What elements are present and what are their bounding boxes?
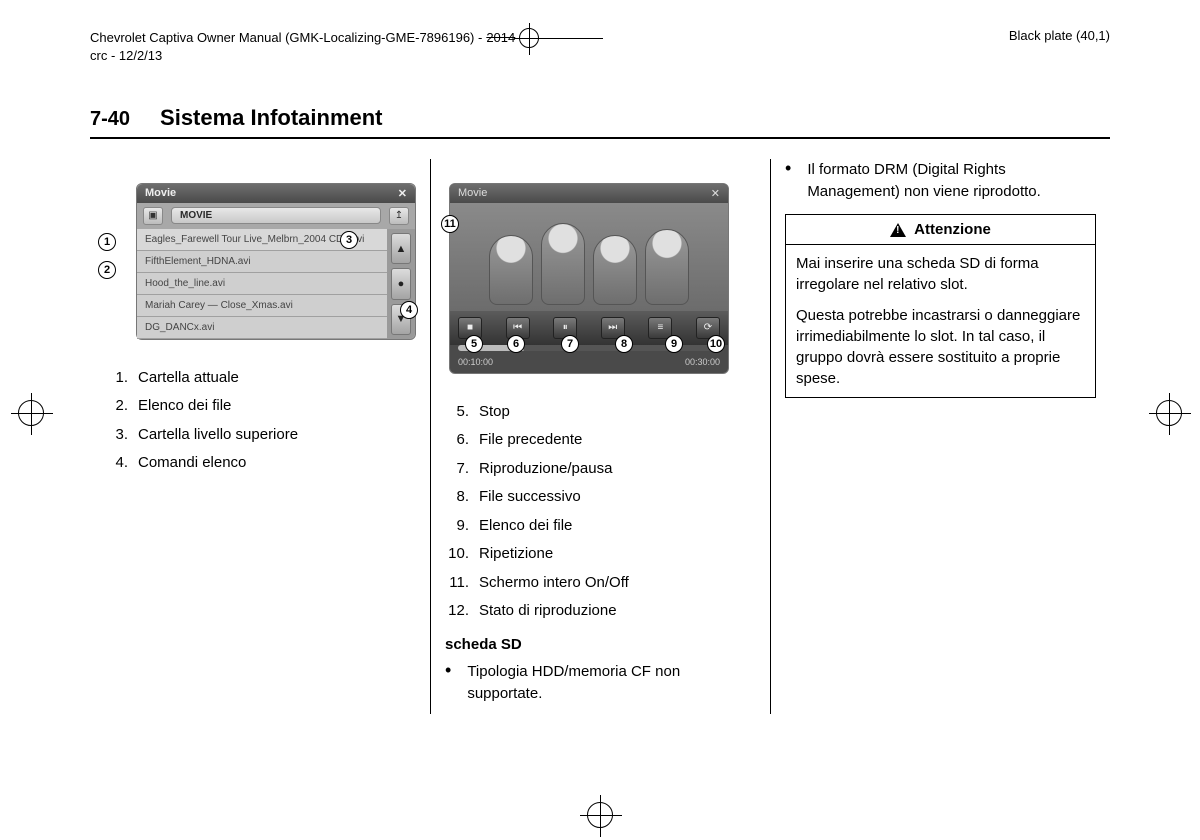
scroll-up-icon: ▲ (391, 233, 411, 264)
column-right: • Il formato DRM (Digital Rights Managem… (770, 159, 1110, 715)
registration-mark-icon (18, 400, 44, 426)
legend-text: File precedente (479, 426, 582, 455)
print-metadata: Chevrolet Captiva Owner Manual (GMK-Loca… (90, 28, 1110, 65)
time-elapsed: 00:10:00 (458, 357, 493, 367)
scroll-thumb-icon: ● (391, 268, 411, 299)
legend-text: File successivo (479, 483, 581, 512)
progress-bar (458, 345, 720, 351)
movie-list-screenshot: Movie ✕ ▣ MOVIE ↥ Eagles_Farewell Tour L… (136, 183, 416, 340)
list-controls: ▲ ● ▼ (387, 229, 415, 339)
sd-heading: scheda SD (445, 636, 756, 653)
folder-icon: ▣ (143, 207, 163, 225)
video-frame (450, 203, 728, 311)
prev-track-icon: ⏮ (506, 317, 530, 339)
legend-num: 4. (104, 449, 128, 478)
section-title: Sistema Infotainment (160, 105, 382, 131)
legend-num: 1. (104, 364, 128, 393)
legend-num: 11. (445, 569, 469, 598)
bullet-icon: • (785, 159, 791, 203)
registration-mark-icon (519, 28, 539, 48)
warning-paragraph: Questa potrebbe incastrarsi o danneggiar… (796, 305, 1085, 389)
next-track-icon: ⏭ (601, 317, 625, 339)
file-list: Eagles_Farewell Tour Live_Melbrn_2004 CD… (137, 229, 387, 339)
list-item: Eagles_Farewell Tour Live_Melbrn_2004 CD… (137, 229, 387, 251)
scroll-down-icon: ▼ (391, 304, 411, 335)
legend-num: 10. (445, 540, 469, 569)
legend-text: Elenco dei file (479, 512, 572, 541)
legend-text: Comandi elenco (138, 449, 246, 478)
column-left: Movie ✕ ▣ MOVIE ↥ Eagles_Farewell Tour L… (90, 159, 430, 715)
legend-text: Elenco dei file (138, 392, 231, 421)
player-controls: ■ ⏮ ⏸ ⏭ ≡ ⟳ (450, 311, 728, 345)
registration-mark-icon (587, 802, 613, 828)
close-icon: ✕ (711, 187, 720, 200)
list-item: FifthElement_HDNA.avi (137, 251, 387, 273)
legend-num: 7. (445, 455, 469, 484)
legend-num: 8. (445, 483, 469, 512)
bullet-text: Il formato DRM (Digital Rights Managemen… (807, 159, 1096, 203)
list-icon: ≡ (648, 317, 672, 339)
legend-text: Riproduzione/pausa (479, 455, 612, 484)
legend-num: 9. (445, 512, 469, 541)
folder-up-icon: ↥ (389, 207, 409, 225)
device-title: Movie (145, 187, 176, 199)
legend-num: 2. (104, 392, 128, 421)
legend-text: Cartella livello superiore (138, 421, 298, 450)
callout-2: 2 (98, 261, 116, 279)
legend-text: Schermo intero On/Off (479, 569, 629, 598)
person-silhouette (541, 223, 585, 305)
warning-title: Attenzione (914, 221, 991, 238)
legend-num: 3. (104, 421, 128, 450)
person-silhouette (489, 235, 533, 305)
person-silhouette (645, 229, 689, 305)
legend-num: 12. (445, 597, 469, 626)
stop-icon: ■ (458, 317, 482, 339)
page-number: 7-40 (90, 108, 130, 131)
player-title: Movie (458, 187, 487, 200)
legend-left: 1. Cartella attuale 2. Elenco dei file 3. C… (104, 364, 416, 478)
doc-title: Chevrolet Captiva Owner Manual (GMK-Loca… (90, 30, 482, 47)
section-header: 7-40 Sistema Infotainment (90, 105, 1110, 139)
bullet-item: • Tipologia HDD/memoria CF non supportat… (445, 661, 756, 705)
close-icon: ✕ (398, 187, 407, 200)
legend-num: 6. (445, 426, 469, 455)
legend-text: Stop (479, 398, 510, 427)
legend-text: Cartella attuale (138, 364, 239, 393)
bullet-item: • Il formato DRM (Digital Rights Managem… (785, 159, 1096, 203)
doc-year: 2014 (486, 30, 515, 47)
legend-middle: 5. Stop 6. File precedente 7. Riproduzione/… (445, 398, 756, 626)
warning-paragraph: Mai inserire una scheda SD di forma irre… (796, 253, 1085, 295)
legend-text: Ripetizione (479, 540, 553, 569)
warning-icon (890, 223, 906, 237)
repeat-icon: ⟳ (696, 317, 720, 339)
bullet-text: Tipologia HDD/memoria CF non supportate. (467, 661, 756, 705)
play-pause-icon: ⏸ (553, 317, 577, 339)
column-middle: Movie ✕ ■ ⏮ ⏸ ⏭ ≡ ⟳ (430, 159, 770, 715)
callout-1: 1 (98, 233, 116, 251)
bullet-icon: • (445, 661, 451, 705)
content-columns: Movie ✕ ▣ MOVIE ↥ Eagles_Farewell Tour L… (90, 159, 1110, 715)
person-silhouette (593, 235, 637, 305)
list-item: Mariah Carey — Close_Xmas.avi (137, 295, 387, 317)
plate-label: Black plate (40,1) (1009, 28, 1110, 65)
doc-subtitle: crc - 12/2/13 (90, 48, 603, 65)
registration-line (543, 38, 603, 39)
legend-text: Stato di riproduzione (479, 597, 617, 626)
list-item: Hood_the_line.avi (137, 273, 387, 295)
warning-box: Attenzione Mai inserire una scheda SD di… (785, 214, 1096, 398)
list-item: DG_DANCx.avi (137, 317, 387, 339)
time-total: 00:30:00 (685, 357, 720, 367)
registration-mark-icon (1156, 400, 1182, 426)
current-folder: MOVIE (171, 207, 381, 224)
legend-num: 5. (445, 398, 469, 427)
movie-player-screenshot: Movie ✕ ■ ⏮ ⏸ ⏭ ≡ ⟳ (449, 183, 729, 374)
manual-page: Chevrolet Captiva Owner Manual (GMK-Loca… (0, 0, 1200, 754)
